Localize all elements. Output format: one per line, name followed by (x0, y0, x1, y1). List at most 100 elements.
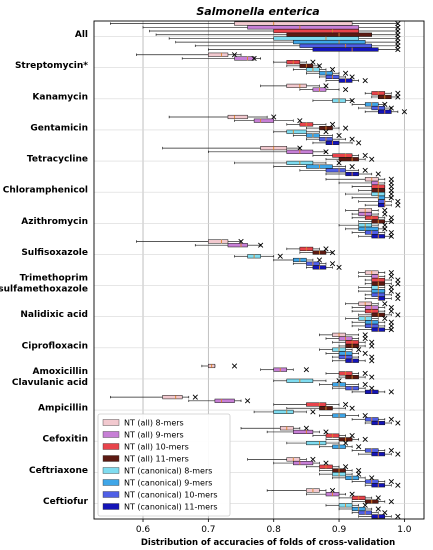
box-body (371, 274, 379, 279)
max-marker (362, 167, 368, 173)
box-10-1 (325, 335, 368, 342)
max-marker (388, 195, 394, 201)
box-11-1 (260, 367, 309, 373)
max-marker (277, 253, 283, 259)
box-2-7 (364, 109, 408, 115)
box-body (358, 226, 379, 231)
max-marker (362, 370, 368, 377)
max-marker (382, 315, 388, 322)
box-body (234, 21, 353, 26)
max-marker (349, 136, 355, 142)
max-marker (244, 398, 251, 404)
box-14-5 (332, 475, 375, 481)
box-5-0 (325, 176, 394, 182)
max-marker (388, 105, 394, 111)
category-label: Ampicillin (38, 404, 88, 414)
box-8-2 (364, 277, 401, 283)
box-body (378, 195, 386, 200)
legend-swatch (102, 467, 120, 474)
box-3-7 (312, 140, 362, 146)
x-tick-label: 0.9 (332, 525, 347, 535)
box-13-6 (351, 447, 394, 454)
box-1-7 (325, 78, 368, 84)
category-label: Gentamicin (30, 123, 88, 133)
box-14-2 (306, 464, 349, 470)
max-marker (395, 451, 401, 457)
box-body (293, 429, 314, 434)
box-body (227, 114, 248, 120)
box-1-2 (273, 59, 316, 65)
box-12-2 (273, 401, 349, 408)
box-12-1 (188, 398, 251, 404)
max-marker (395, 281, 401, 287)
box-body (378, 296, 386, 301)
max-marker (336, 132, 342, 139)
box-3-1 (234, 118, 303, 124)
max-marker (323, 129, 329, 135)
box-5-7 (364, 202, 401, 208)
max-marker (369, 343, 375, 349)
max-marker (231, 363, 238, 369)
max-marker (388, 288, 394, 294)
max-marker (369, 374, 375, 380)
box-9-2 (351, 308, 394, 314)
max-marker (310, 59, 316, 65)
category-label: Nalidixic acid (20, 310, 88, 320)
max-marker (369, 475, 375, 481)
x-ticks: 0.6 0.7 0.8 0.9 1.0 (136, 519, 412, 535)
box-7-5 (273, 257, 323, 263)
box-body (253, 118, 274, 123)
box-13-4 (286, 440, 349, 446)
legend-entry: NT (all) 11-mers (124, 455, 189, 464)
box-2-4 (312, 98, 355, 104)
category-label: Kanamycin (32, 92, 88, 102)
max-marker (401, 109, 408, 115)
box-10-5 (325, 350, 368, 356)
max-marker (342, 401, 349, 408)
box-2-5 (351, 101, 388, 107)
max-marker (395, 295, 401, 302)
box-body (208, 239, 229, 244)
box-9-0 (345, 301, 388, 307)
max-marker (316, 257, 323, 263)
max-marker (323, 149, 329, 155)
max-marker (382, 226, 388, 232)
box-9-7 (358, 327, 394, 333)
max-marker (388, 478, 394, 485)
category-labels: All Streptomycin* Kanamycin Gentamicin Tetra… (0, 30, 89, 507)
box-0-0 (109, 20, 401, 27)
max-marker (342, 86, 349, 93)
legend-entry: NT (canonical) 8-mers (124, 467, 212, 476)
max-marker (192, 394, 198, 400)
box-0-2 (149, 28, 401, 34)
max-marker (342, 440, 349, 446)
box-10-7 (332, 358, 375, 364)
max-marker (362, 436, 368, 442)
box-body (286, 129, 307, 134)
box-2-2 (364, 90, 401, 96)
box-11-7 (351, 389, 394, 395)
box-body (306, 440, 327, 446)
max-marker (323, 83, 329, 89)
box-7-1 (194, 242, 264, 248)
box-body (214, 398, 235, 403)
max-marker (395, 513, 401, 520)
box-3-4 (273, 129, 329, 135)
box-body (332, 153, 353, 158)
box-4-5 (273, 163, 355, 170)
max-marker (336, 378, 342, 384)
legend-entry: NT (all) 9-mers (124, 431, 184, 440)
legend-entry: NT (all) 10-mers (124, 443, 189, 452)
max-marker (342, 464, 349, 470)
max-marker (231, 52, 238, 58)
box-4-0 (162, 145, 303, 151)
max-marker (375, 506, 381, 512)
box-body (338, 157, 359, 162)
box-body (293, 40, 366, 45)
box-6-3 (358, 218, 394, 225)
max-marker (395, 94, 401, 100)
x-tick-label: 0.7 (201, 525, 215, 535)
box-body (325, 168, 346, 173)
max-marker (258, 242, 264, 248)
max-marker (271, 114, 277, 120)
